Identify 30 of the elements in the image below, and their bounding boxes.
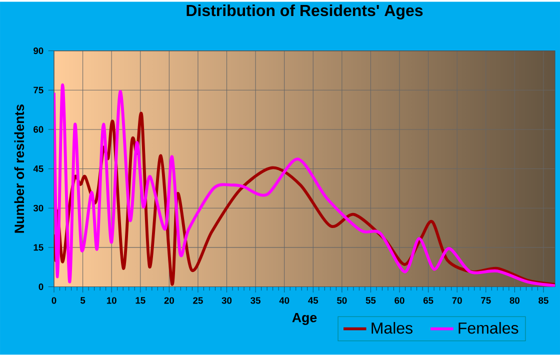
x-tick-label: 75 — [481, 297, 491, 304]
y-tick-label: 45 — [33, 166, 44, 172]
x-tick-label: 10 — [106, 297, 116, 304]
y-tick-label: 0 — [38, 284, 44, 290]
legend-label: Females — [458, 322, 518, 334]
y-tick-label: 15 — [34, 244, 44, 251]
x-tick-label: 40 — [279, 297, 290, 304]
y-tick-label: 60 — [34, 126, 44, 133]
x-tick-label: 65 — [423, 297, 434, 304]
x-tick-label: 35 — [250, 297, 260, 304]
x-tick-label: 20 — [164, 297, 174, 304]
x-tick-label: 30 — [222, 297, 232, 304]
x-tick-label: 60 — [394, 297, 404, 304]
legend-label: Males — [372, 322, 412, 334]
x-tick-label: 5 — [80, 297, 86, 304]
x-tick-label: 45 — [308, 297, 318, 304]
y-tick-label: 75 — [34, 86, 44, 94]
chart-title: Distribution of Residents' Ages — [186, 4, 423, 20]
x-tick-label: 85 — [538, 297, 548, 304]
x-axis-title: Age — [292, 313, 317, 326]
y-axis-title: Number of residents — [14, 104, 24, 233]
y-tick-label: 30 — [33, 204, 44, 212]
x-tick-label: 55 — [366, 297, 376, 304]
x-tick-label: 50 — [337, 297, 347, 304]
x-tick-label: 15 — [136, 297, 146, 304]
x-tick-label: 25 — [193, 297, 203, 304]
x-tick-label: 80 — [510, 297, 520, 304]
x-tick-label: 0 — [52, 297, 56, 304]
y-tick-label: 90 — [34, 48, 44, 54]
x-tick-label: 70 — [452, 297, 462, 304]
